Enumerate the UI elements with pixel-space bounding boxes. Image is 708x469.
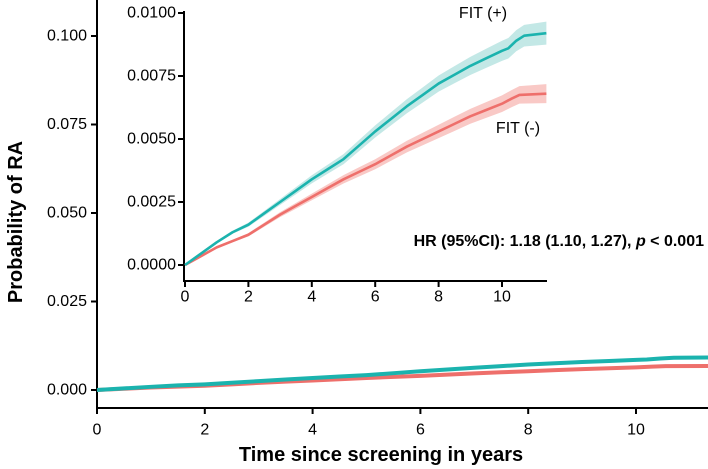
hr-annotation-suffix: < 0.001	[645, 233, 704, 250]
main-y-tick-label: 0.050	[47, 205, 87, 222]
inset-x-tick-label: 4	[307, 289, 316, 306]
main-x-tick-label: 10	[627, 422, 645, 439]
inset-x-tick-label: 0	[181, 289, 190, 306]
main-y-tick-label: 0.100	[47, 28, 87, 45]
x-axis-title: Time since screening in years	[238, 444, 524, 466]
inset-curve-fit-negative	[184, 92, 547, 267]
inset-y-tick-label: 0.0050	[127, 131, 176, 148]
main-curve-fit-positive	[96, 355, 708, 392]
main-x-tick-label: 6	[416, 422, 425, 439]
main-x-tick-label: 8	[524, 422, 533, 439]
inset-x-tick-label: 10	[493, 289, 511, 306]
inset-y-tick-label: 0.0075	[127, 68, 176, 85]
main-x-tick-label: 0	[93, 422, 102, 439]
series-label-fit-negative: FIT (-)	[495, 120, 541, 137]
inset-x-tick-label: 6	[371, 289, 380, 306]
inset-y-tick-label: 0.0025	[127, 194, 176, 211]
inset-x-tick-label: 2	[244, 289, 253, 306]
hr-annotation: HR (95%CI): 1.18 (1.10, 1.27), p < 0.001	[414, 234, 704, 250]
hr-annotation-p-symbol: p	[635, 233, 646, 250]
main-y-tick-label: 0.000	[47, 382, 87, 399]
main-x-tick-label: 4	[308, 422, 317, 439]
main-x-tick-label: 2	[200, 422, 209, 439]
y-axis-title: Probability of RA	[5, 140, 27, 304]
series-label-fit-positive: FIT (+)	[458, 5, 508, 22]
inset-ci-band-fit-negative	[185, 84, 547, 265]
inset-curve-fit-positive	[184, 31, 547, 267]
inset-y-tick-label: 0.0100	[127, 5, 176, 22]
main-y-tick-label: 0.025	[47, 293, 87, 310]
inset-x-tick-label: 8	[434, 289, 443, 306]
hr-annotation-prefix: HR (95%CI): 1.18 (1.10, 1.27),	[413, 233, 636, 250]
main-y-tick-label: 0.075	[47, 116, 87, 133]
inset-y-tick-label: 0.0000	[127, 257, 176, 274]
